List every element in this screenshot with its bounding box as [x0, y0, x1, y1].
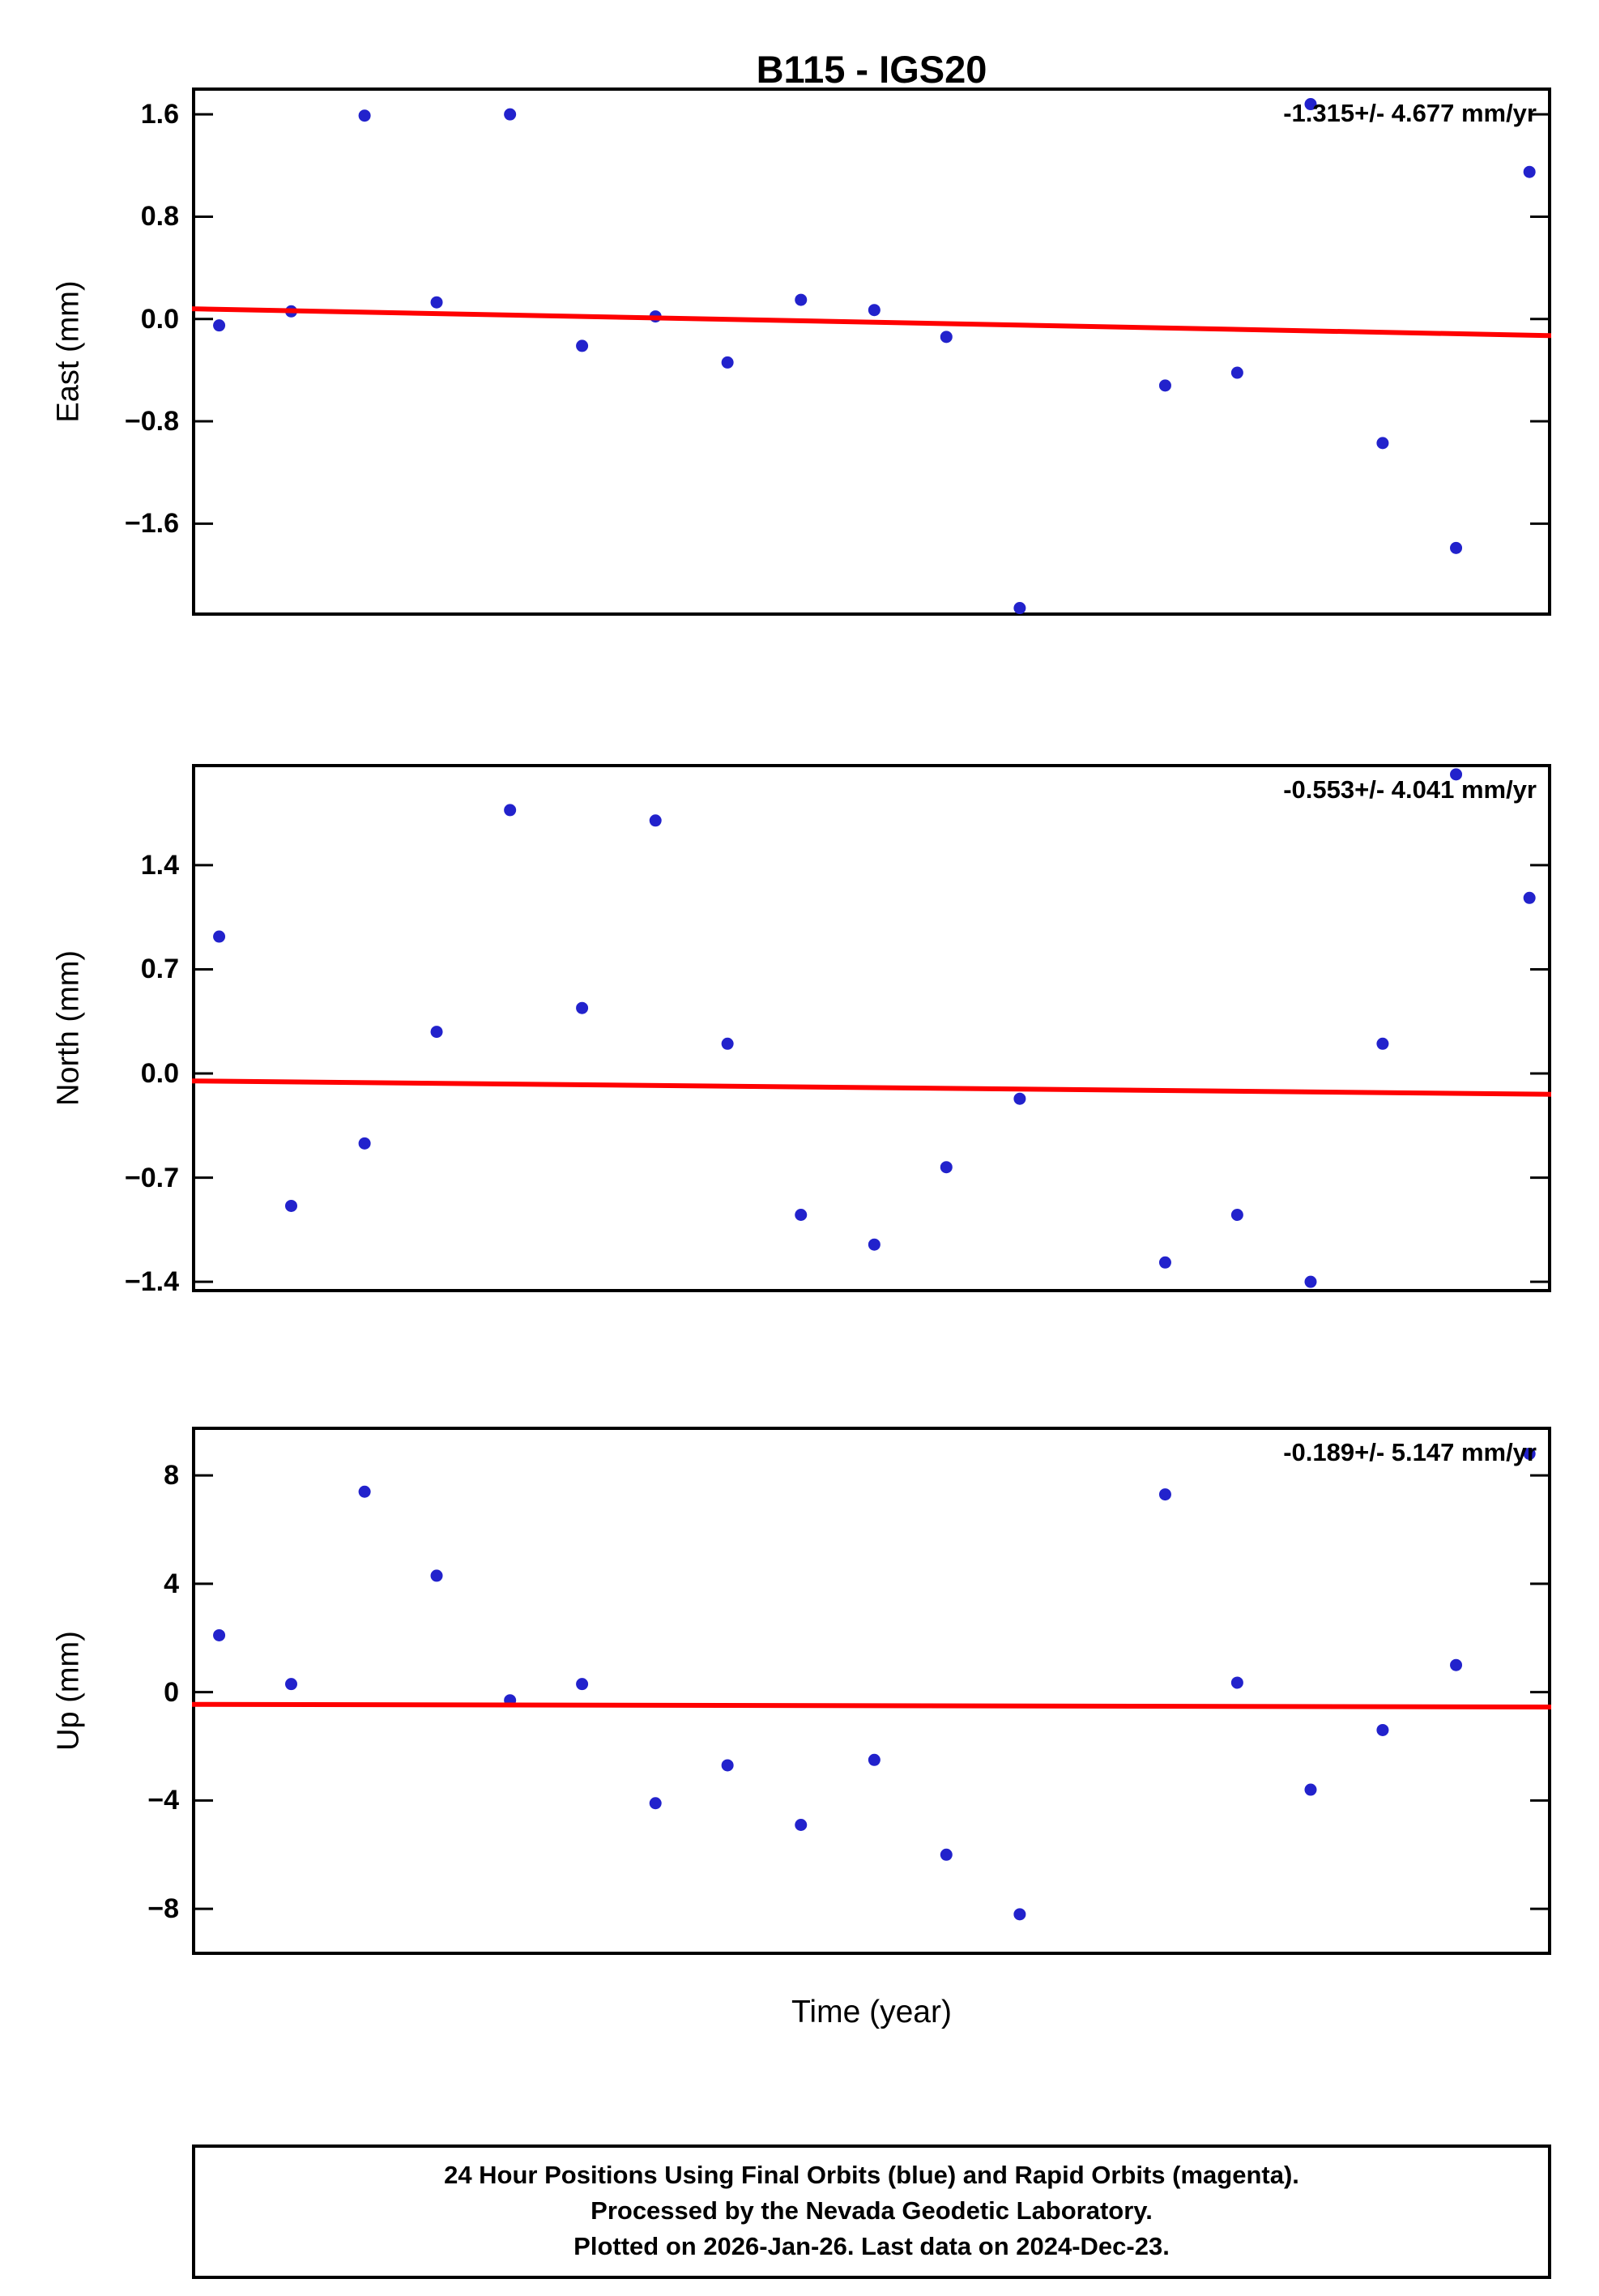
- up-plot-area: [192, 1427, 1551, 1955]
- data-point: [1450, 541, 1463, 554]
- data-point: [1013, 1908, 1026, 1921]
- data-point: [721, 1759, 734, 1772]
- footer-note-box: 24 Hour Positions Using Final Orbits (bl…: [192, 2144, 1551, 2279]
- data-point: [1013, 1092, 1026, 1105]
- north-plot-area: [192, 764, 1551, 1292]
- footer-line-2: Processed by the Nevada Geodetic Laborat…: [591, 2196, 1153, 2225]
- y-tick-label: 1.6: [140, 99, 179, 130]
- data-point: [358, 1485, 371, 1498]
- east-axis-label: East (mm): [51, 280, 86, 423]
- data-point: [1450, 768, 1463, 781]
- up-axis-label: Up (mm): [51, 1631, 86, 1751]
- footer-line-3: Plotted on 2026-Jan-26. Last data on 202…: [574, 2232, 1170, 2260]
- y-tick-label: 8: [164, 1460, 179, 1492]
- data-point: [940, 1848, 953, 1861]
- data-point: [213, 319, 226, 332]
- y-tick-label: 4: [164, 1568, 179, 1599]
- y-tick-label: 0: [164, 1676, 179, 1708]
- data-point: [795, 1819, 808, 1832]
- data-point: [1158, 1256, 1171, 1269]
- x-axis-label: Time (year): [791, 1995, 952, 2029]
- data-point: [576, 1001, 589, 1014]
- east-trend-annotation: -1.315+/- 4.677 mm/yr: [1283, 99, 1537, 127]
- data-point: [1230, 1676, 1243, 1689]
- data-point: [868, 304, 881, 317]
- data-point: [868, 1238, 881, 1251]
- data-point: [430, 1569, 443, 1582]
- data-point: [1523, 1447, 1536, 1460]
- y-tick-label: −8: [147, 1893, 179, 1925]
- y-tick-label: −4: [147, 1785, 179, 1816]
- y-tick-label: −1.6: [124, 508, 179, 540]
- y-tick-label: −0.7: [124, 1162, 179, 1193]
- data-point: [213, 1628, 226, 1641]
- data-point: [576, 339, 589, 352]
- trend-line: [192, 1701, 1551, 1710]
- y-tick-label: −0.8: [124, 406, 179, 437]
- data-point: [721, 356, 734, 369]
- y-tick-label: 1.4: [140, 849, 179, 881]
- data-point: [1158, 379, 1171, 392]
- data-point: [868, 1753, 881, 1766]
- up-trend-annotation: -0.189+/- 5.147 mm/yr: [1283, 1438, 1537, 1466]
- data-point: [721, 1037, 734, 1050]
- y-tick-label: 0.7: [140, 954, 179, 985]
- y-tick-label: 0.8: [140, 201, 179, 233]
- data-point: [576, 1678, 589, 1691]
- data-point: [1158, 1488, 1171, 1501]
- data-point: [1013, 602, 1026, 615]
- plot-border: [192, 87, 1551, 616]
- trend-line: [192, 306, 1551, 339]
- data-point: [430, 296, 443, 309]
- data-point: [649, 814, 662, 827]
- data-point: [1230, 1208, 1243, 1221]
- data-point: [1376, 1037, 1389, 1050]
- data-point: [504, 804, 517, 817]
- data-point: [1304, 98, 1317, 111]
- plot-border: [192, 1427, 1551, 1955]
- data-point: [430, 1026, 443, 1039]
- data-point: [1304, 1275, 1317, 1288]
- north-trend-annotation: -0.553+/- 4.041 mm/yr: [1283, 775, 1537, 804]
- data-point: [1450, 1658, 1463, 1671]
- data-point: [284, 1678, 297, 1691]
- data-point: [940, 1161, 953, 1174]
- data-point: [1376, 1723, 1389, 1736]
- footer-line-1: 24 Hour Positions Using Final Orbits (bl…: [444, 2161, 1299, 2189]
- data-point: [1304, 1783, 1317, 1796]
- y-tick-label: 0.0: [140, 303, 179, 335]
- data-point: [504, 108, 517, 121]
- y-tick-label: −1.4: [124, 1266, 179, 1298]
- data-point: [649, 1797, 662, 1810]
- data-point: [358, 1137, 371, 1150]
- data-point: [1230, 366, 1243, 379]
- data-point: [940, 331, 953, 344]
- data-point: [1376, 437, 1389, 450]
- y-tick-label: 0.0: [140, 1058, 179, 1090]
- data-point: [284, 1199, 297, 1212]
- data-point: [795, 1208, 808, 1221]
- east-plot-area: [192, 87, 1551, 616]
- plot-border: [192, 764, 1551, 1292]
- data-point: [795, 293, 808, 306]
- data-point: [358, 109, 371, 122]
- data-point: [213, 930, 226, 943]
- data-point: [1523, 891, 1536, 904]
- trend-line: [192, 1078, 1551, 1097]
- plot-title: B115 - IGS20: [756, 48, 987, 91]
- north-axis-label: North (mm): [51, 950, 86, 1107]
- data-point: [1523, 165, 1536, 178]
